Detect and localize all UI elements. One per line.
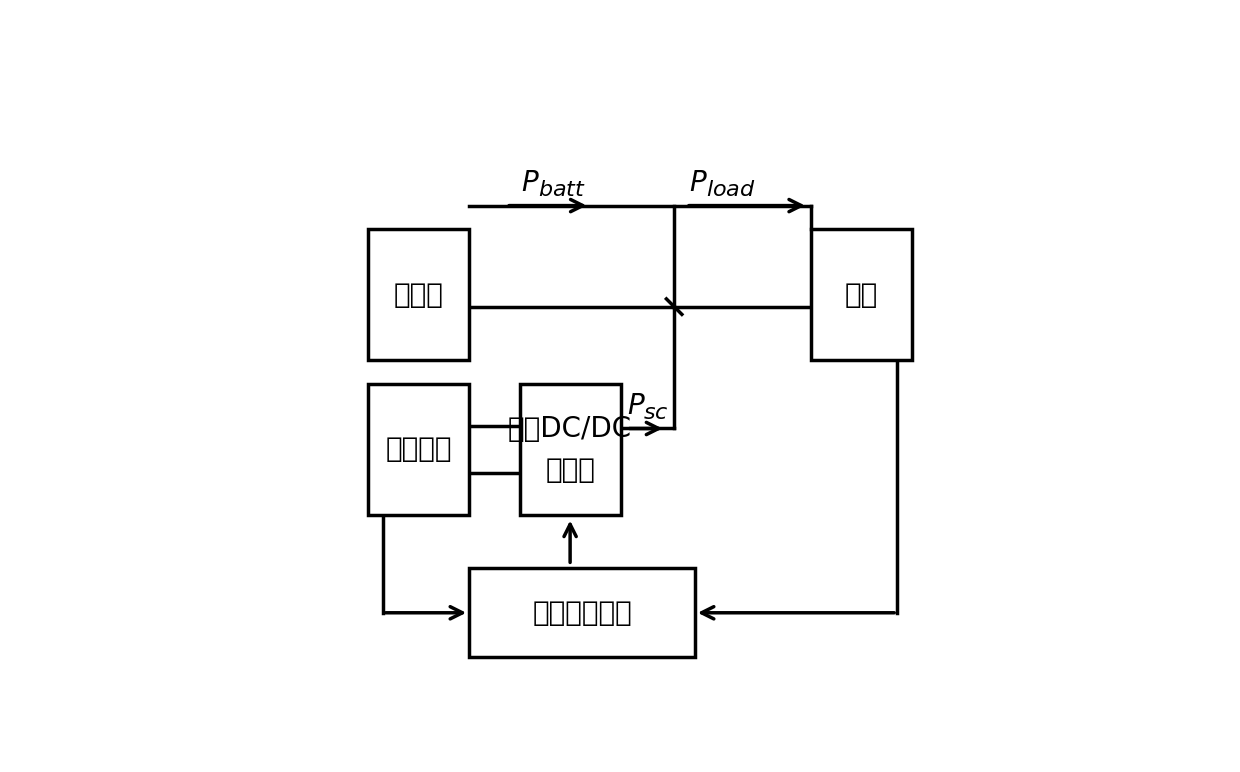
Text: $\mathit{sc}$: $\mathit{sc}$ — [644, 402, 668, 422]
Bar — [368, 384, 469, 515]
Text: $\mathit{P}$: $\mathit{P}$ — [626, 391, 645, 420]
Text: 能量管理系统: 能量管理系统 — [532, 599, 632, 627]
Text: $\mathit{batt}$: $\mathit{batt}$ — [538, 180, 585, 200]
Text: 蓄电池: 蓄电池 — [393, 281, 444, 309]
Bar — [520, 384, 621, 515]
Bar — [469, 568, 694, 658]
Text: 负载: 负载 — [844, 281, 878, 309]
Bar — [811, 229, 911, 360]
Text: $\mathit{P}$: $\mathit{P}$ — [689, 168, 708, 197]
Text: 第一DC/DC
变换器: 第一DC/DC 变换器 — [508, 415, 632, 484]
Text: $\mathit{load}$: $\mathit{load}$ — [706, 180, 755, 200]
Text: $\mathit{P}$: $\mathit{P}$ — [521, 168, 539, 197]
Bar — [368, 229, 469, 360]
Text: 超级电容: 超级电容 — [386, 435, 451, 463]
